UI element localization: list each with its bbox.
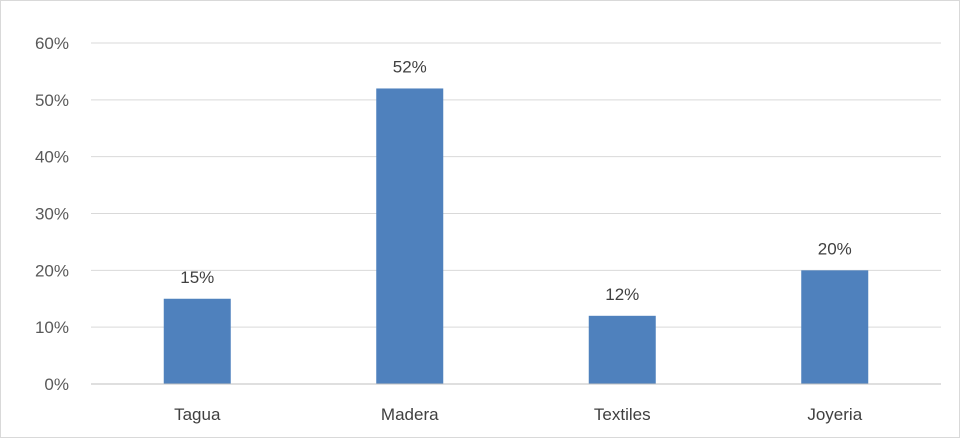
category-label: Madera bbox=[381, 405, 439, 424]
data-labels: 15% 52% 12% 20% bbox=[180, 57, 852, 303]
bars bbox=[163, 88, 869, 384]
y-axis-tick-labels: 0% 10% 20% 30% 40% 50% 60% bbox=[35, 34, 69, 394]
bar-joyeria bbox=[801, 270, 869, 384]
data-label: 52% bbox=[393, 57, 427, 76]
y-tick-label: 30% bbox=[35, 205, 69, 224]
y-tick-label: 40% bbox=[35, 148, 69, 167]
bar-tagua bbox=[163, 298, 231, 384]
data-label: 12% bbox=[605, 285, 639, 304]
y-tick-label: 50% bbox=[35, 91, 69, 110]
category-label: Tagua bbox=[174, 405, 221, 424]
data-label: 15% bbox=[180, 268, 214, 287]
bar-textiles bbox=[588, 315, 656, 384]
category-label: Textiles bbox=[594, 405, 651, 424]
x-axis-category-labels: Tagua Madera Textiles Joyeria bbox=[174, 405, 863, 424]
y-tick-label: 0% bbox=[44, 375, 69, 394]
y-tick-label: 20% bbox=[35, 261, 69, 280]
gridlines bbox=[91, 42, 941, 328]
data-label: 20% bbox=[818, 239, 852, 258]
category-label: Joyeria bbox=[807, 405, 862, 424]
y-tick-label: 10% bbox=[35, 318, 69, 337]
y-tick-label: 60% bbox=[35, 34, 69, 53]
bar-madera bbox=[376, 88, 444, 384]
